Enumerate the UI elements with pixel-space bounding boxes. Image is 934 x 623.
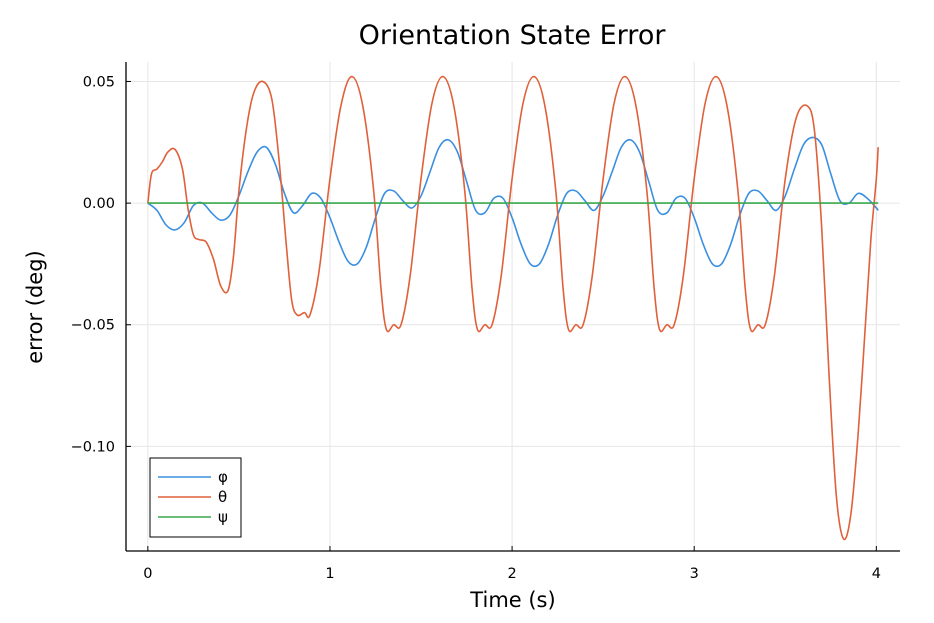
x-tick-label: 0 (143, 566, 152, 582)
y-tick-label: −0.10 (71, 439, 115, 455)
x-tick-label: 1 (325, 566, 334, 582)
y-tick-labels: 0.05 0.00 −0.05 −0.10 (71, 74, 131, 455)
y-tick-label: −0.05 (71, 318, 115, 334)
x-tick-label: 3 (690, 566, 699, 582)
x-tick-labels: 0 1 2 3 4 (143, 546, 881, 582)
legend: φ θ ψ (149, 457, 242, 538)
legend-label-phi: φ (218, 468, 228, 486)
series-line-phi (147, 136, 879, 268)
y-axis-label: error (deg) (23, 250, 47, 363)
chart-title: Orientation State Error (359, 20, 667, 51)
legend-label-theta: θ (218, 488, 227, 506)
legend-label-psi: ψ (218, 508, 228, 526)
y-tick-label: 0.05 (83, 74, 115, 90)
x-axis-label: Time (s) (469, 588, 555, 612)
grid-lines (126, 62, 900, 551)
series-layer (147, 75, 879, 541)
x-tick-label: 2 (507, 566, 516, 582)
x-tick-label: 4 (872, 566, 881, 582)
y-tick-label: 0.00 (83, 196, 115, 212)
series-line-theta (147, 75, 879, 541)
